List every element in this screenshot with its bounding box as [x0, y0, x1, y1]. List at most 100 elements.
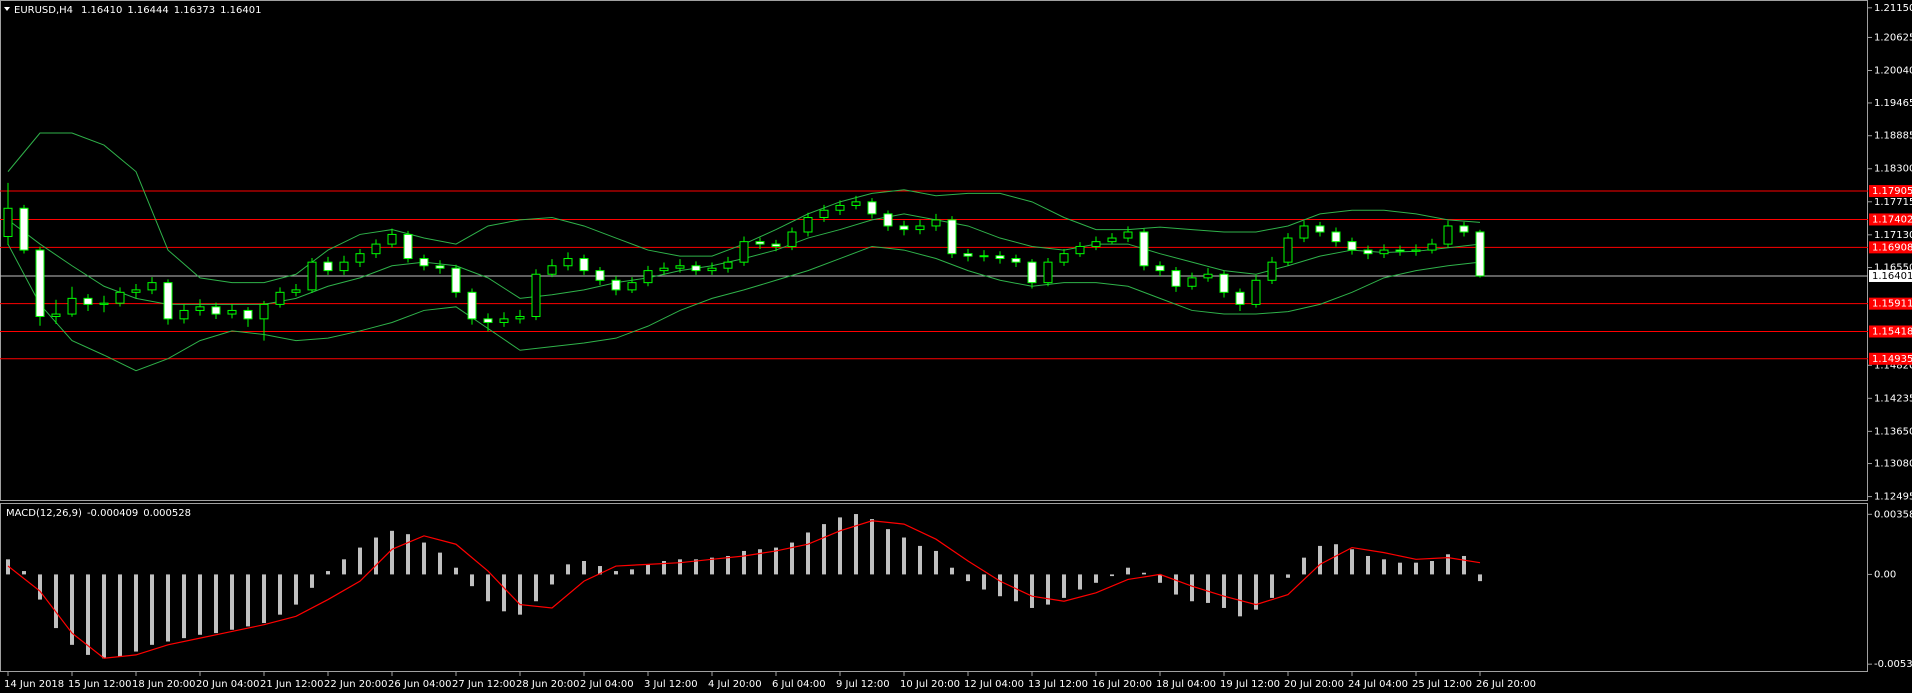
macd-bar — [22, 571, 26, 575]
macd-bar — [550, 574, 554, 585]
candle-body — [1091, 241, 1101, 247]
low: 1.16373 — [174, 5, 215, 16]
candle-body — [1443, 225, 1453, 245]
candle-body — [643, 270, 653, 284]
macd-bar — [1046, 574, 1050, 605]
candle-body — [1427, 243, 1437, 251]
x-tick-label: 16 Jul 20:00 — [1092, 679, 1152, 690]
x-tick-label: 22 Jun 20:00 — [324, 679, 388, 690]
x-tick-label: 18 Jun 20:00 — [132, 679, 196, 690]
macd-bar — [502, 574, 506, 612]
level-label: 1.15418 — [1872, 327, 1912, 338]
candle-body — [659, 267, 669, 272]
candle-body — [211, 306, 221, 315]
x-tick-label: 10 Jul 20:00 — [900, 679, 960, 690]
candle-body — [131, 289, 141, 293]
y-tick-label: 1.12495 — [1874, 492, 1912, 503]
macd-bar — [1142, 572, 1146, 575]
menu-triangle[interactable] — [4, 7, 10, 11]
candle-body — [1347, 241, 1357, 251]
x-tick-label: 2 Jul 04:00 — [580, 679, 634, 690]
y-tick-label: 1.21150 — [1874, 3, 1912, 14]
candle-body — [179, 309, 189, 320]
high: 1.16444 — [127, 5, 168, 16]
candle-body — [915, 225, 925, 231]
x-tick-label: 25 Jul 12:00 — [1412, 679, 1472, 690]
candle-body — [995, 255, 1005, 260]
x-tick-label: 20 Jun 04:00 — [196, 679, 260, 690]
candle-body — [883, 213, 893, 227]
macd-bar — [662, 561, 666, 575]
macd-bar — [1334, 544, 1338, 575]
candle-body — [435, 265, 445, 269]
level-label: 1.16908 — [1872, 242, 1912, 253]
macd-bar — [310, 574, 314, 588]
close: 1.16401 — [220, 5, 261, 16]
level-label: 1.14935 — [1872, 354, 1912, 365]
macd-bar — [1126, 567, 1130, 575]
macd-bar — [966, 574, 970, 582]
y-tick-label: 1.14820 — [1874, 360, 1912, 371]
macd-bar — [998, 574, 1002, 597]
main-panel-border — [0, 0, 1868, 501]
candle-body — [483, 318, 493, 323]
x-tick-label: 21 Jun 12:00 — [260, 679, 324, 690]
bollinger-lower — [7, 243, 1481, 372]
x-tick-label: 4 Jul 20:00 — [708, 679, 762, 690]
macd-bar — [822, 524, 826, 575]
y-tick-label: 0.00 — [1874, 569, 1896, 580]
macd-bar — [1446, 554, 1450, 575]
macd-bar — [438, 552, 442, 575]
macd-bar — [838, 517, 842, 575]
macd-bar — [854, 514, 858, 575]
candle-body — [499, 318, 509, 323]
macd-bar — [758, 549, 762, 575]
candle-body — [323, 261, 333, 272]
candle-body — [403, 233, 413, 260]
macd-bar — [86, 574, 90, 655]
candle-body — [707, 267, 717, 272]
signal-value: 0.000528 — [143, 508, 191, 519]
candle-body — [979, 255, 989, 258]
macd-bar — [278, 574, 282, 615]
candle-body — [739, 241, 749, 263]
macd-bar — [1014, 574, 1018, 602]
macd-bar — [598, 566, 602, 575]
macd-bar — [518, 574, 522, 615]
macd-bar — [486, 574, 490, 602]
candle-body — [723, 261, 733, 269]
candle-body — [1011, 258, 1021, 263]
candle-body — [579, 258, 589, 272]
candle-body — [755, 241, 765, 245]
candle-body — [51, 313, 61, 317]
candle-body — [307, 261, 317, 291]
candle-body — [1251, 279, 1261, 305]
macd-bar — [294, 574, 298, 605]
macd-bar — [1110, 574, 1114, 577]
signal-line — [7, 520, 1481, 659]
candle-body — [1267, 261, 1277, 281]
macd-bar — [102, 574, 106, 659]
macd-bar — [1030, 574, 1034, 608]
macd-bar — [38, 574, 42, 600]
last-price-label: 1.16401 — [1872, 271, 1912, 282]
y-tick-label: -0.005352 — [1874, 659, 1912, 670]
macd-bar — [470, 574, 474, 587]
candle-body — [291, 289, 301, 293]
macd-bar — [390, 530, 394, 575]
macd-bar — [1094, 574, 1098, 583]
macd-bar — [374, 537, 378, 575]
candle-body — [867, 201, 877, 215]
x-tick-label: 28 Jun 20:00 — [516, 679, 580, 690]
level-tag — [1869, 185, 1912, 198]
x-tick-label: 15 Jun 12:00 — [68, 679, 132, 690]
macd-bar — [1286, 574, 1290, 578]
macd-bar — [742, 550, 746, 575]
macd-bar — [150, 574, 154, 645]
level-tag — [1869, 241, 1912, 254]
chart-header: EURUSD,H4 1.16410 1.16444 1.16373 1.16401 — [14, 5, 261, 16]
x-tick-label: 20 Jul 20:00 — [1284, 679, 1344, 690]
candle-body — [1171, 270, 1181, 287]
candle-body — [595, 270, 605, 281]
candle-body — [947, 219, 957, 255]
